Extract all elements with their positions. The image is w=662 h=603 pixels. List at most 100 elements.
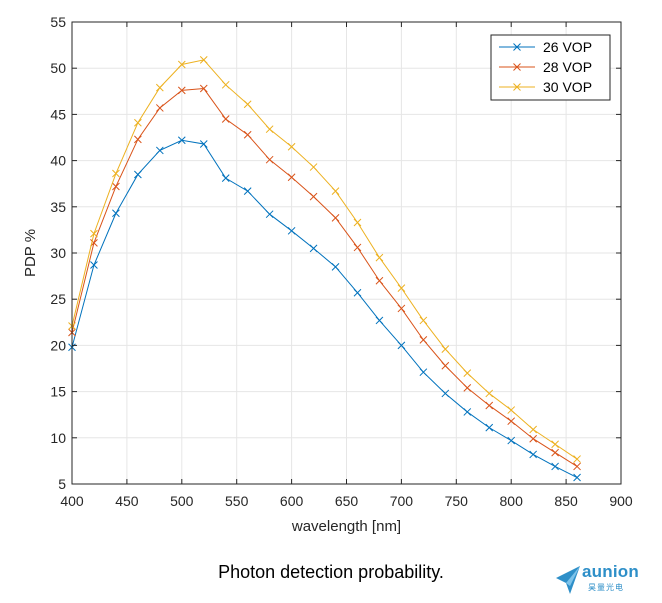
- data-point-marker: [419, 368, 428, 377]
- data-point-marker: [309, 192, 318, 201]
- y-tick-label: 10: [50, 430, 66, 446]
- x-tick-label: 750: [445, 493, 469, 509]
- data-point-marker: [112, 209, 120, 218]
- legend-label: 30 VOP: [543, 79, 592, 95]
- x-tick-label: 400: [60, 493, 84, 509]
- data-point-marker: [353, 243, 362, 252]
- data-point-marker: [463, 369, 472, 377]
- y-tick-label: 20: [50, 337, 66, 353]
- data-point-marker: [397, 304, 406, 313]
- data-point-marker: [112, 182, 120, 191]
- y-tick-label: 50: [50, 60, 66, 76]
- logo-subtitle: 昊量光电: [588, 583, 624, 592]
- data-point-marker: [331, 187, 340, 195]
- data-point-marker: [265, 210, 274, 219]
- legend-marker: [513, 63, 521, 71]
- x-tick-label: 600: [280, 493, 304, 509]
- data-point-marker: [529, 450, 538, 459]
- data-point-marker: [243, 100, 252, 109]
- data-point-marker: [287, 173, 296, 182]
- x-tick-label: 900: [609, 493, 633, 509]
- data-point-marker: [507, 417, 516, 426]
- x-tick-label: 450: [115, 493, 139, 509]
- data-point-marker: [265, 125, 274, 134]
- x-tick-label: 850: [554, 493, 578, 509]
- legend-label: 26 VOP: [543, 39, 592, 55]
- series-layer: [68, 56, 581, 482]
- data-point-marker: [573, 473, 581, 482]
- data-point-marker: [551, 462, 559, 471]
- figure-caption: Photon detection probability.: [218, 562, 444, 582]
- y-tick-label: 40: [50, 153, 66, 169]
- legend-marker: [513, 83, 521, 91]
- data-point-marker: [375, 316, 384, 325]
- data-point-marker: [243, 130, 252, 139]
- data-point-marker: [134, 118, 142, 127]
- x-tick-label: 550: [225, 493, 249, 509]
- paper-plane-icon: [556, 566, 580, 594]
- data-point-marker: [134, 170, 142, 179]
- data-point-marker: [397, 341, 406, 350]
- data-point-marker: [221, 174, 230, 183]
- data-point-marker: [375, 276, 384, 285]
- tick-labels: 400 450 500 550 600 650 700 750 800 850 900 5 10 15 20…: [50, 14, 632, 509]
- data-point-marker: [353, 288, 362, 297]
- data-point-marker: [309, 163, 318, 171]
- logo-wordmark: aunion: [582, 562, 639, 581]
- data-point-marker: [221, 80, 230, 89]
- legend-marker: [513, 43, 521, 51]
- data-point-marker: [441, 389, 450, 398]
- data-point-marker: [331, 263, 340, 271]
- y-tick-label: 25: [50, 291, 66, 307]
- x-tick-label: 650: [335, 493, 359, 509]
- data-point-marker: [199, 56, 208, 64]
- legend-entry: 26 VOP: [499, 39, 592, 55]
- y-tick-label: 45: [50, 106, 66, 122]
- data-point-marker: [551, 448, 559, 457]
- data-point-marker: [265, 155, 274, 164]
- data-point-marker: [177, 60, 186, 69]
- data-point-marker: [463, 408, 472, 416]
- data-point-marker: [419, 336, 428, 344]
- data-point-marker: [134, 135, 142, 144]
- data-point-marker: [155, 83, 164, 92]
- y-tick-label: 15: [50, 384, 66, 400]
- series-3: [68, 56, 581, 463]
- legend-entry: 28 VOP: [499, 59, 592, 75]
- data-point-marker: [199, 140, 208, 148]
- data-point-marker: [353, 218, 362, 227]
- legend: 26 VOP 28 VOP 30 VOP: [490, 34, 611, 101]
- series-line: [71, 59, 578, 460]
- data-point-marker: [485, 423, 494, 432]
- data-point-marker: [177, 86, 186, 95]
- x-tick-label: 800: [500, 493, 524, 509]
- pdp-line-chart: 400 450 500 550 600 650 700 750 800 850 900 5 10 15 20…: [22, 14, 633, 535]
- y-tick-label: 5: [58, 476, 66, 492]
- data-point-marker: [90, 229, 98, 238]
- data-point-marker: [529, 425, 538, 434]
- data-point-marker: [331, 214, 340, 222]
- series-2: [68, 84, 581, 471]
- data-point-marker: [441, 361, 450, 370]
- x-axis-label: wavelength [nm]: [291, 518, 401, 535]
- brand-logo: aunion 昊量光电: [554, 562, 658, 598]
- data-point-marker: [441, 345, 450, 353]
- data-point-marker: [177, 136, 186, 145]
- data-point-marker: [309, 244, 318, 253]
- y-tick-label: 30: [50, 245, 66, 261]
- data-point-marker: [90, 261, 98, 269]
- data-point-marker: [507, 436, 516, 445]
- data-point-marker: [419, 316, 428, 325]
- data-point-marker: [155, 146, 164, 155]
- data-point-marker: [573, 455, 581, 463]
- y-tick-label: 35: [50, 199, 66, 215]
- data-point-marker: [507, 406, 516, 414]
- series-1: [68, 136, 581, 482]
- x-tick-label: 700: [390, 493, 414, 509]
- data-point-marker: [112, 169, 120, 178]
- data-point-marker: [221, 115, 230, 123]
- data-point-marker: [287, 142, 296, 151]
- series-line: [71, 88, 578, 467]
- data-point-marker: [375, 253, 384, 262]
- data-point-marker: [485, 389, 494, 398]
